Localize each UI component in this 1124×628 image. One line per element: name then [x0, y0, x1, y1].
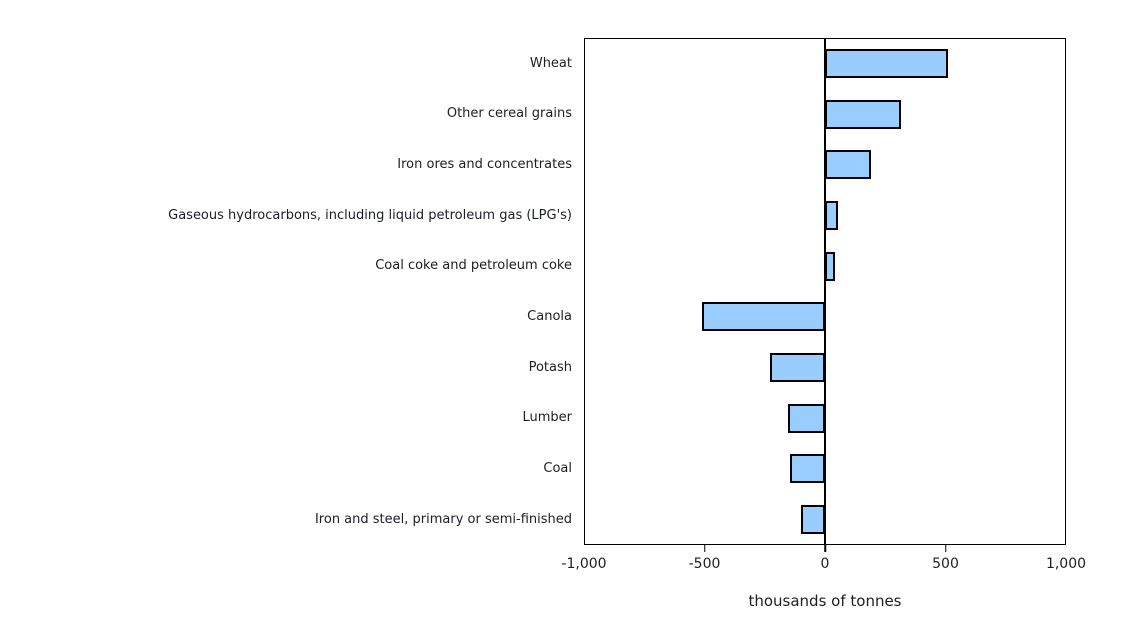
bar	[800, 505, 825, 535]
x-axis-tick-mark	[703, 545, 706, 552]
bar-track	[584, 291, 1066, 342]
x-axis-tick-mark	[824, 545, 826, 552]
bar-row: Lumber	[0, 393, 1066, 444]
x-axis-title: thousands of tonnes	[748, 592, 902, 610]
bar-track	[584, 38, 1066, 89]
category-label: Coal	[543, 461, 572, 477]
category-label: Other cereal grains	[446, 106, 572, 122]
zero-axis-line	[824, 39, 826, 544]
bar	[702, 302, 825, 332]
category-label: Iron and steel, primary or semi-finished	[314, 511, 572, 527]
category-label: Gaseous hydrocarbons, including liquid p…	[168, 207, 572, 223]
x-axis-tick-mark	[944, 545, 947, 552]
bar-track	[584, 241, 1066, 292]
bar	[769, 352, 825, 382]
bar-row: Potash	[0, 342, 1066, 393]
bar-rows-container: Wheat Other cereal grains Iron ores and co…	[0, 38, 1066, 545]
bar-row: Wheat	[0, 38, 1066, 89]
plot-area	[584, 38, 1066, 545]
bar-row: Other cereal grains	[0, 89, 1066, 140]
x-axis-tick-label: -500	[688, 556, 721, 572]
bar-track	[584, 190, 1066, 241]
bar	[825, 150, 871, 180]
bar-track	[584, 342, 1066, 393]
category-label: Canola	[527, 308, 572, 324]
bar-row: Iron and steel, primary or semi-finished	[0, 494, 1066, 545]
bar	[825, 48, 948, 78]
bar	[825, 99, 901, 129]
category-label: Coal coke and petroleum coke	[375, 258, 572, 274]
bar-row: Canola	[0, 291, 1066, 342]
category-label: Potash	[528, 359, 572, 375]
bar-row: Coal	[0, 444, 1066, 495]
bar	[790, 454, 825, 484]
category-label: Iron ores and concentrates	[397, 156, 572, 172]
bar-track	[584, 139, 1066, 190]
bar-row: Coal coke and petroleum coke	[0, 241, 1066, 292]
bar	[825, 200, 839, 230]
category-label: Lumber	[522, 410, 572, 426]
bar-row: Gaseous hydrocarbons, including liquid p…	[0, 190, 1066, 241]
bar-track	[584, 494, 1066, 545]
category-label: Wheat	[529, 55, 572, 71]
bar-track	[584, 89, 1066, 140]
x-axis-tick-label: 1,000	[1045, 556, 1087, 572]
x-axis-tick-label: 0	[820, 556, 830, 572]
bar	[787, 403, 825, 433]
bar	[825, 251, 835, 281]
x-axis-tick-label: 500	[932, 556, 959, 572]
x-axis-tick-label: -1,000	[561, 556, 607, 572]
bar-track	[584, 444, 1066, 495]
bar-track	[584, 393, 1066, 444]
x-axis-ticks: -1,000 -500 0 500 1,000	[561, 545, 1086, 572]
bar-row: Iron ores and concentrates	[0, 139, 1066, 190]
